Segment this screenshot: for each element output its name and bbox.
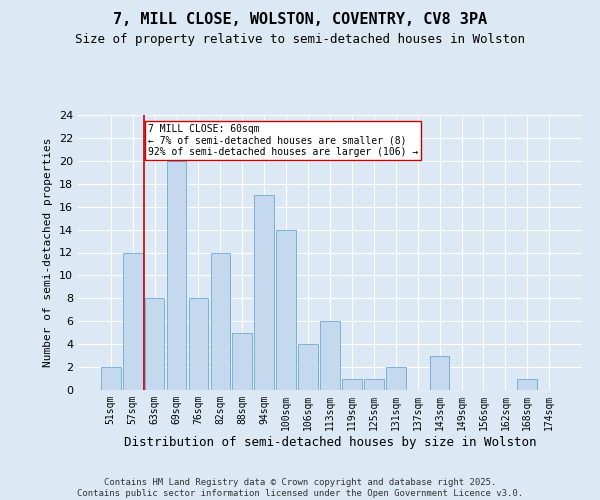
Text: 7, MILL CLOSE, WOLSTON, COVENTRY, CV8 3PA: 7, MILL CLOSE, WOLSTON, COVENTRY, CV8 3P… xyxy=(113,12,487,28)
Bar xyxy=(211,252,230,390)
Bar xyxy=(364,378,384,390)
Bar xyxy=(298,344,318,390)
Bar xyxy=(386,367,406,390)
Bar xyxy=(430,356,449,390)
Y-axis label: Number of semi-detached properties: Number of semi-detached properties xyxy=(43,138,53,367)
Bar xyxy=(320,322,340,390)
Bar xyxy=(232,332,252,390)
X-axis label: Distribution of semi-detached houses by size in Wolston: Distribution of semi-detached houses by … xyxy=(124,436,536,448)
Bar xyxy=(276,230,296,390)
Bar xyxy=(145,298,164,390)
Text: Contains HM Land Registry data © Crown copyright and database right 2025.
Contai: Contains HM Land Registry data © Crown c… xyxy=(77,478,523,498)
Text: Size of property relative to semi-detached houses in Wolston: Size of property relative to semi-detach… xyxy=(75,32,525,46)
Bar xyxy=(188,298,208,390)
Bar xyxy=(101,367,121,390)
Bar xyxy=(167,161,187,390)
Bar xyxy=(342,378,362,390)
Text: 7 MILL CLOSE: 60sqm
← 7% of semi-detached houses are smaller (8)
92% of semi-det: 7 MILL CLOSE: 60sqm ← 7% of semi-detache… xyxy=(148,124,418,158)
Bar xyxy=(123,252,143,390)
Bar xyxy=(517,378,537,390)
Bar xyxy=(254,195,274,390)
